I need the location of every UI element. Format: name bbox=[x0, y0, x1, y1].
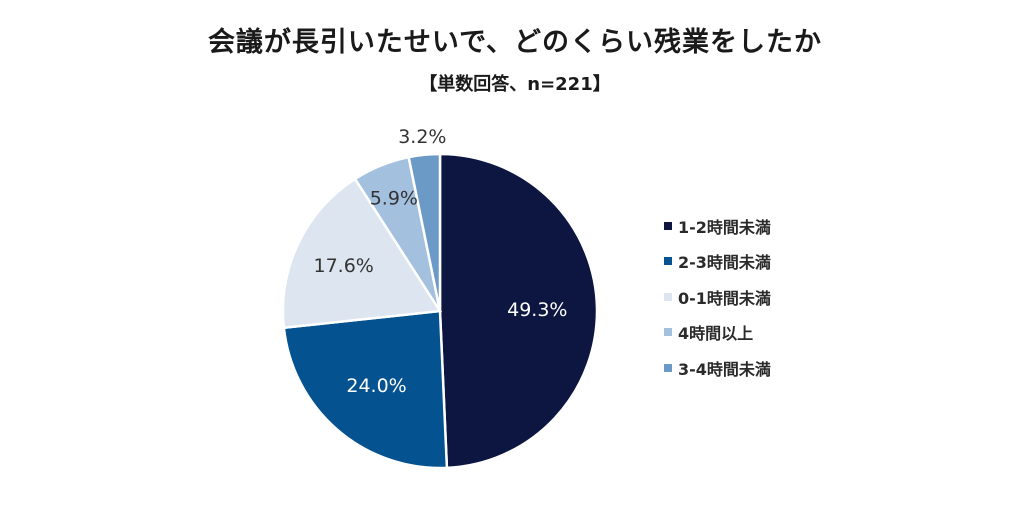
data-label-1: 49.3% bbox=[507, 299, 567, 321]
legend-item-4: 4時間以上 bbox=[664, 315, 771, 351]
legend-label: 3-4時間未満 bbox=[678, 359, 771, 379]
chart-subtitle: 【単数回答、n=221】 bbox=[419, 74, 611, 95]
legend-label: 0-1時間未満 bbox=[678, 288, 771, 308]
legend-item-3: 0-1時間未満 bbox=[664, 279, 771, 315]
legend-swatch bbox=[664, 328, 672, 337]
pie-slice-5 bbox=[407, 152, 442, 312]
legend-item-2: 2-3時間未満 bbox=[664, 244, 771, 280]
data-label-5: 3.2% bbox=[398, 126, 446, 148]
legend-swatch bbox=[664, 221, 672, 230]
legend-item-5: 3-4時間未満 bbox=[664, 350, 771, 386]
data-label-4: 5.9% bbox=[370, 188, 418, 210]
chart-title: 会議が長引いたせいで、どのくらい残業をしたか bbox=[207, 27, 823, 58]
legend-label: 2-3時間未満 bbox=[678, 253, 771, 273]
pie-data-labels: 49.3% 24.0% 17.6% 5.9% 3.2% bbox=[314, 126, 568, 397]
pie-slice-3 bbox=[281, 177, 443, 330]
pie-slice-2 bbox=[282, 309, 449, 470]
data-label-2: 24.0% bbox=[346, 375, 406, 397]
legend-swatch bbox=[664, 257, 672, 266]
pie-slices bbox=[281, 152, 599, 470]
data-label-3: 17.6% bbox=[314, 255, 374, 277]
legend-label: 4時間以上 bbox=[678, 324, 754, 344]
pie-slice-1 bbox=[438, 152, 599, 470]
legend: 1-2時間未満 2-3時間未満 0-1時間未満 4時間以上 3-4時間未満 bbox=[664, 208, 771, 386]
legend-swatch bbox=[664, 292, 672, 301]
legend-swatch bbox=[664, 363, 672, 372]
legend-label: 1-2時間未満 bbox=[678, 217, 771, 237]
legend-item-1: 1-2時間未満 bbox=[664, 208, 771, 244]
